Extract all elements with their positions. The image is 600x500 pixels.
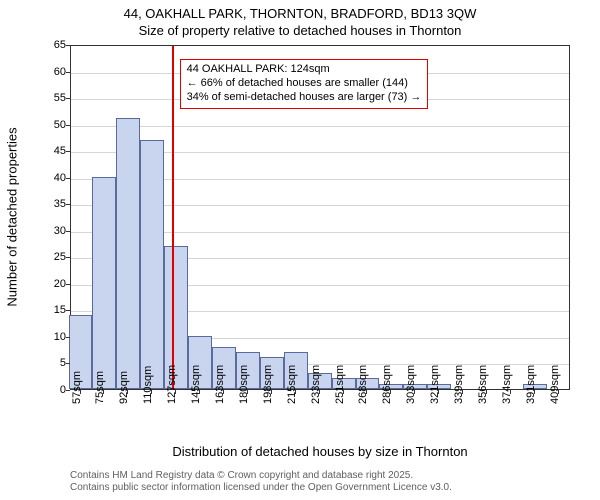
reference-line [172,46,174,389]
y-axis-label: Number of detached properties [5,127,20,306]
y-tick-mark [66,310,70,311]
annotation-box: 44 OAKHALL PARK: 124sqm← 66% of detached… [180,59,429,108]
license-footer: Contains HM Land Registry data © Crown c… [70,470,452,494]
y-tick-label: 10 [36,331,66,343]
license-line1: Contains HM Land Registry data © Crown c… [70,470,452,482]
y-tick-mark [66,98,70,99]
y-tick-mark [66,45,70,46]
chart-title-line2: Size of property relative to detached ho… [0,23,600,38]
chart-title-line1: 44, OAKHALL PARK, THORNTON, BRADFORD, BD… [0,6,600,21]
histogram-bar [92,177,116,389]
y-tick-mark [66,178,70,179]
y-tick-label: 65 [36,39,66,51]
histogram-bar [140,140,164,389]
gridline-h [71,126,569,127]
y-tick-mark [66,257,70,258]
y-tick-label: 55 [36,92,66,104]
annotation-line: 34% of semi-detached houses are larger (… [187,91,422,105]
y-tick-label: 60 [36,66,66,78]
y-tick-label: 15 [36,304,66,316]
y-tick-mark [66,231,70,232]
x-axis-label: Distribution of detached houses by size … [70,444,570,459]
y-tick-label: 5 [36,357,66,369]
annotation-title: 44 OAKHALL PARK: 124sqm [187,63,422,77]
y-tick-label: 35 [36,198,66,210]
y-tick-label: 30 [36,225,66,237]
y-tick-mark [66,337,70,338]
license-line2: Contains public sector information licen… [70,482,452,494]
annotation-line: ← 66% of detached houses are smaller (14… [187,77,422,91]
plot-area: 44 OAKHALL PARK: 124sqm← 66% of detached… [70,45,570,390]
y-tick-label: 25 [36,251,66,263]
y-tick-label: 40 [36,172,66,184]
y-tick-label: 45 [36,145,66,157]
y-tick-mark [66,363,70,364]
y-tick-mark [66,284,70,285]
y-tick-mark [66,151,70,152]
y-tick-mark [66,125,70,126]
y-tick-mark [66,390,70,391]
y-tick-mark [66,204,70,205]
y-tick-label: 50 [36,119,66,131]
y-tick-label: 0 [36,384,66,396]
y-tick-label: 20 [36,278,66,290]
histogram-bar [116,118,140,389]
y-tick-mark [66,72,70,73]
